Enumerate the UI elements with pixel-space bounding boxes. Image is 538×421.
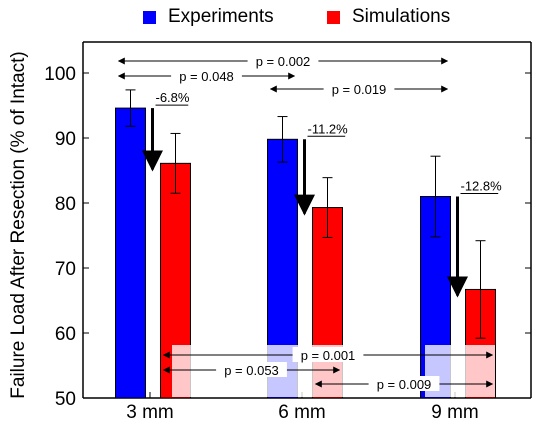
comparison-label: p = 0.001 <box>301 348 356 363</box>
legend-swatch-simulations <box>327 10 340 24</box>
comparison-label-bg <box>171 68 242 83</box>
y-tick-label: 100 <box>44 64 76 85</box>
decline-label: -12.8% <box>461 179 503 194</box>
legend-label-experiments: Experiments <box>168 6 274 27</box>
y-tick-label: 80 <box>55 194 76 215</box>
y-tick-label: 90 <box>55 129 76 150</box>
decline-label: -6.8% <box>156 90 190 105</box>
comparison-label-bg <box>216 362 287 377</box>
x-tick-label: 6 mm <box>278 402 326 421</box>
y-tick-label: 60 <box>55 324 76 345</box>
comparison-label: p = 0.053 <box>224 363 279 378</box>
x-tick-label: 3 mm <box>126 402 174 421</box>
legend-item-experiments: Experiments <box>143 6 274 28</box>
y-tick-label: 50 <box>55 389 76 410</box>
comparison-label-bg <box>368 376 440 391</box>
decline-label: -11.2% <box>308 121 349 136</box>
legend-swatch-experiments <box>143 10 156 24</box>
comparison-label: p = 0.002 <box>256 54 311 69</box>
comparison-label: p = 0.048 <box>179 69 234 84</box>
legend: Experiments Simulations <box>0 6 538 32</box>
comparison-label-bg <box>292 347 364 362</box>
comparison-label: p = 0.009 <box>377 377 432 392</box>
legend-item-simulations: Simulations <box>327 6 450 28</box>
y-tick-label: 70 <box>55 259 76 280</box>
x-tick-label: 9 mm <box>431 402 479 421</box>
bar-experiments-3mm <box>115 107 146 399</box>
comparison-label-bg <box>323 81 395 96</box>
comparison-label: p = 0.019 <box>332 82 387 97</box>
comparison-label-bg <box>247 53 319 68</box>
legend-label-simulations: Simulations <box>352 6 451 27</box>
